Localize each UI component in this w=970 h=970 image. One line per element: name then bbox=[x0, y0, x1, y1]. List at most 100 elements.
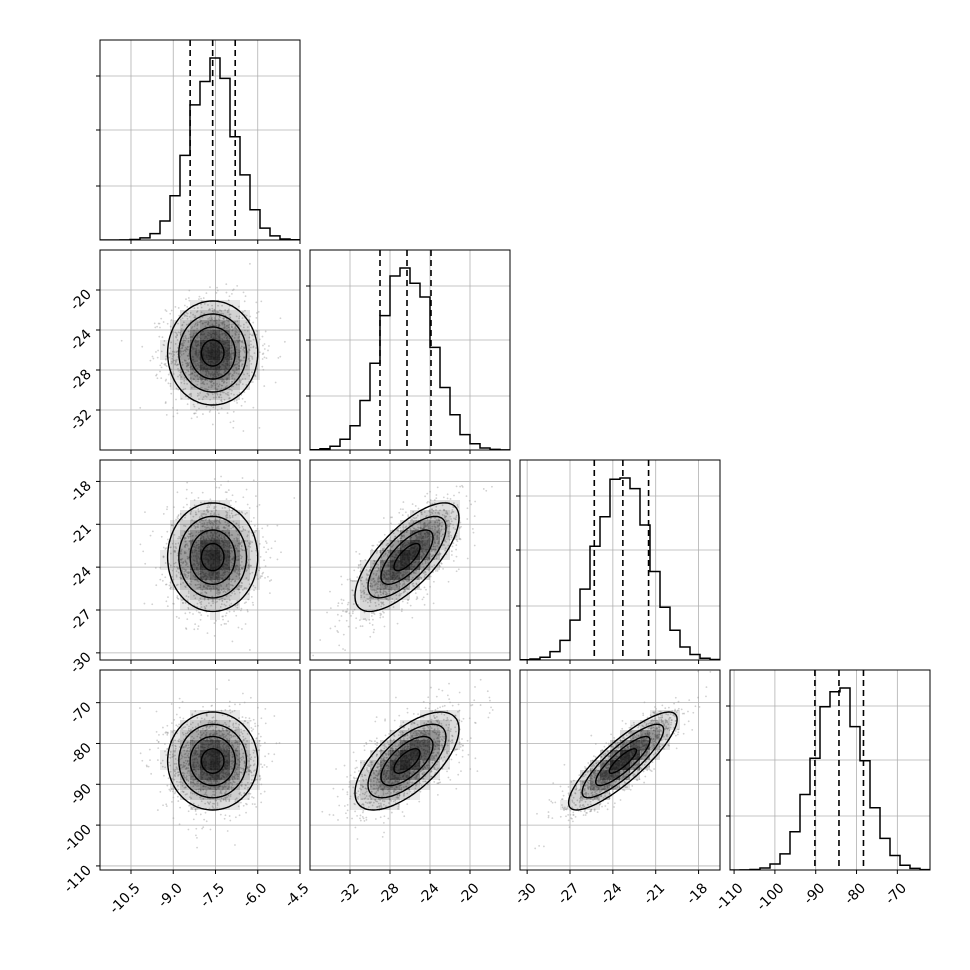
scatter-point bbox=[380, 601, 382, 604]
scatter-point bbox=[192, 613, 194, 615]
y-tick-label: -24 bbox=[67, 326, 95, 354]
scatter-point bbox=[214, 320, 217, 323]
scatter-point bbox=[177, 375, 179, 378]
scatter-point bbox=[223, 324, 226, 326]
scatter-point bbox=[184, 350, 187, 353]
scatter-point bbox=[235, 328, 237, 331]
scatter-point bbox=[375, 572, 378, 575]
scatter-point bbox=[218, 319, 221, 321]
scatter-point bbox=[246, 503, 249, 506]
density-cell bbox=[380, 540, 390, 550]
scatter-point bbox=[158, 335, 161, 338]
scatter-point bbox=[171, 361, 174, 364]
contour-line bbox=[189, 529, 236, 586]
scatter-point bbox=[199, 783, 202, 786]
scatter-point bbox=[430, 511, 433, 514]
histogram-panel-0 bbox=[96, 39, 301, 244]
density-cell bbox=[170, 560, 180, 570]
scatter-point bbox=[176, 363, 179, 366]
scatter-point bbox=[455, 514, 458, 517]
density-cell bbox=[430, 540, 440, 550]
scatter-point bbox=[409, 604, 412, 607]
scatter-point bbox=[168, 352, 171, 355]
scatter-point bbox=[375, 583, 378, 586]
scatter-point bbox=[389, 548, 392, 551]
scatter-point bbox=[238, 340, 241, 342]
scatter-point bbox=[214, 581, 217, 584]
histogram-step bbox=[520, 477, 720, 660]
scatter-point bbox=[222, 618, 224, 621]
scatter-point bbox=[185, 362, 187, 365]
density-cell bbox=[180, 310, 190, 320]
scatter-point bbox=[368, 570, 371, 573]
scatter-point bbox=[225, 386, 227, 389]
scatter-point bbox=[376, 591, 379, 594]
scatter-point bbox=[433, 564, 436, 567]
scatter-point bbox=[250, 781, 252, 784]
scatter-point bbox=[225, 524, 228, 526]
scatter-point bbox=[370, 566, 373, 569]
density-cell bbox=[400, 590, 410, 600]
scatter-point bbox=[217, 513, 220, 516]
scatter-point bbox=[264, 330, 267, 333]
scatter-point bbox=[169, 581, 172, 584]
scatter-point bbox=[246, 511, 248, 514]
scatter-point bbox=[188, 547, 191, 550]
scatter-point bbox=[420, 511, 423, 514]
density-cell bbox=[200, 510, 210, 520]
scatter-point bbox=[231, 578, 233, 581]
scatter-point bbox=[431, 555, 433, 558]
scatter-point bbox=[444, 515, 447, 518]
density-cell bbox=[450, 500, 460, 510]
density-cell bbox=[210, 560, 220, 570]
scatter-point bbox=[392, 532, 395, 535]
scatter-point bbox=[212, 382, 215, 385]
scatter-point bbox=[176, 567, 179, 570]
scatter-point bbox=[184, 574, 187, 577]
scatter-point bbox=[229, 720, 231, 723]
scatter-point bbox=[195, 584, 197, 587]
scatter-point bbox=[379, 591, 382, 593]
scatter-point bbox=[444, 549, 447, 552]
scatter-point bbox=[234, 565, 237, 568]
scatter-point bbox=[206, 632, 209, 635]
scatter-point bbox=[230, 293, 233, 295]
scatter-point bbox=[424, 562, 427, 565]
scatter-point bbox=[382, 592, 385, 595]
scatter-point bbox=[202, 322, 204, 325]
density-cells bbox=[350, 500, 460, 620]
scatter-point bbox=[248, 319, 251, 322]
scatter-point bbox=[429, 503, 432, 506]
scatter-point bbox=[431, 549, 434, 552]
scatter-point bbox=[441, 533, 444, 536]
scatter-point bbox=[203, 303, 206, 305]
scatter-point bbox=[459, 538, 462, 541]
scatter-point bbox=[208, 527, 211, 530]
scatter-point bbox=[355, 550, 358, 553]
scatter-point bbox=[210, 510, 213, 513]
scatter-point bbox=[201, 382, 204, 385]
scatter-point bbox=[438, 519, 441, 522]
scatter-point bbox=[120, 339, 123, 342]
scatter-point bbox=[246, 329, 249, 332]
scatter-point bbox=[240, 541, 243, 543]
scatter-point bbox=[184, 560, 187, 563]
scatter-point bbox=[169, 385, 172, 387]
scatter-point bbox=[419, 526, 422, 529]
scatter-point bbox=[238, 577, 241, 579]
scatter-point bbox=[220, 597, 223, 600]
scatter-point bbox=[377, 581, 380, 584]
scatter-point bbox=[417, 577, 420, 579]
scatter-point bbox=[163, 340, 166, 342]
scatter-point bbox=[263, 385, 266, 387]
scatter-point bbox=[196, 583, 199, 586]
scatter-point bbox=[385, 587, 387, 589]
scatter-point bbox=[206, 614, 209, 617]
scatter-point bbox=[382, 603, 385, 606]
scatter-point bbox=[196, 374, 199, 377]
scatter-point bbox=[211, 526, 213, 529]
density-cell bbox=[200, 520, 210, 530]
scatter-point bbox=[200, 382, 203, 385]
scatter-point bbox=[211, 595, 214, 598]
scatter-point bbox=[423, 511, 426, 513]
